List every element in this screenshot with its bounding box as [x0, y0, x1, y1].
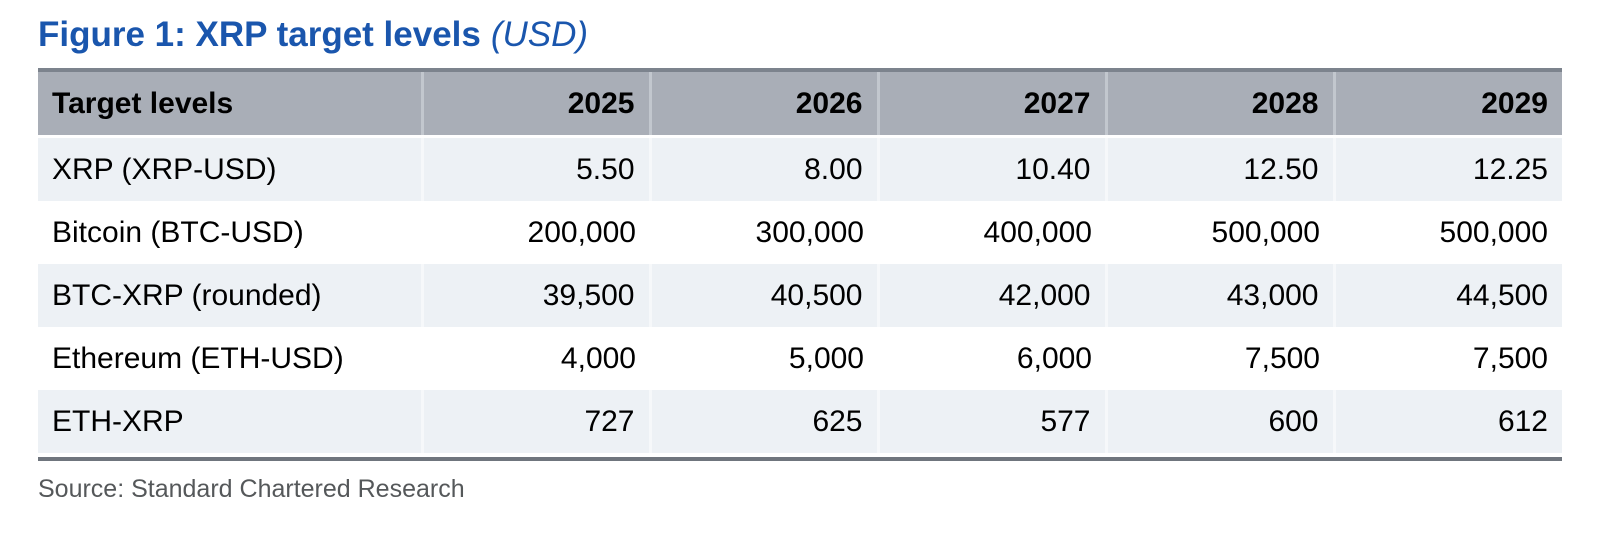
table-row-eth-xrp: ETH-XRP 727 625 577 600 612 — [38, 390, 1562, 453]
cell-btcxrp-2026: 40,500 — [648, 264, 878, 327]
header-cell-2027: 2027 — [876, 68, 1106, 138]
cell-btc-2026: 300,000 — [650, 201, 878, 264]
row-label-eth-xrp: ETH-XRP — [38, 390, 422, 453]
row-label-btc-xrp: BTC-XRP (rounded) — [38, 264, 422, 327]
cell-btc-2027: 400,000 — [878, 201, 1106, 264]
figure-container: Figure 1: XRP target levels (USD) Target … — [38, 14, 1562, 503]
row-label-ethereum: Ethereum (ETH-USD) — [38, 327, 422, 390]
figure-title: Figure 1: XRP target levels (USD) — [38, 14, 1562, 56]
cell-ethxrp-2027: 577 — [876, 390, 1106, 453]
cell-btc-2028: 500,000 — [1106, 201, 1334, 264]
cell-btc-2029: 500,000 — [1334, 201, 1562, 264]
header-cell-2025: 2025 — [420, 68, 650, 138]
figure-title-unit: (USD) — [490, 15, 589, 54]
table-row-xrp: XRP (XRP-USD) 5.50 8.00 10.40 12.50 12.2… — [38, 136, 1562, 201]
table-row-bitcoin: Bitcoin (BTC-USD) 200,000 300,000 400,00… — [38, 201, 1562, 264]
cell-eth-2026: 5,000 — [650, 327, 878, 390]
source-note: Source: Standard Chartered Research — [38, 475, 465, 503]
cell-btcxrp-2027: 42,000 — [876, 264, 1106, 327]
cell-xrp-2027: 10.40 — [876, 136, 1106, 201]
header-cell-2026: 2026 — [648, 68, 878, 138]
cell-xrp-2025: 5.50 — [420, 136, 650, 201]
cell-btcxrp-2029: 44,500 — [1332, 264, 1562, 327]
cell-eth-2029: 7,500 — [1334, 327, 1562, 390]
header-cell-target-levels: Target levels — [38, 68, 422, 138]
cell-eth-2028: 7,500 — [1106, 327, 1334, 390]
cell-ethxrp-2029: 612 — [1332, 390, 1562, 453]
row-label-bitcoin: Bitcoin (BTC-USD) — [38, 201, 422, 264]
cell-btcxrp-2028: 43,000 — [1104, 264, 1334, 327]
cell-ethxrp-2026: 625 — [648, 390, 878, 453]
row-label-xrp: XRP (XRP-USD) — [38, 136, 422, 201]
cell-xrp-2026: 8.00 — [648, 136, 878, 201]
header-cell-2028: 2028 — [1104, 68, 1334, 138]
header-cell-2029: 2029 — [1332, 68, 1562, 138]
table-row-btc-xrp: BTC-XRP (rounded) 39,500 40,500 42,000 4… — [38, 264, 1562, 327]
cell-ethxrp-2025: 727 — [420, 390, 650, 453]
cell-btc-2025: 200,000 — [422, 201, 650, 264]
cell-xrp-2028: 12.50 — [1104, 136, 1334, 201]
cell-btcxrp-2025: 39,500 — [420, 264, 650, 327]
cell-ethxrp-2028: 600 — [1104, 390, 1334, 453]
cell-eth-2025: 4,000 — [422, 327, 650, 390]
table-header-row: Target levels 2025 2026 2027 2028 2029 — [38, 68, 1562, 138]
target-levels-table: Target levels 2025 2026 2027 2028 2029 X… — [38, 68, 1562, 453]
figure-title-text: Figure 1: XRP target levels — [38, 15, 481, 54]
cell-eth-2027: 6,000 — [878, 327, 1106, 390]
table-bottom-rule — [38, 457, 1562, 461]
cell-xrp-2029: 12.25 — [1332, 136, 1562, 201]
table-row-ethereum: Ethereum (ETH-USD) 4,000 5,000 6,000 7,5… — [38, 327, 1562, 390]
